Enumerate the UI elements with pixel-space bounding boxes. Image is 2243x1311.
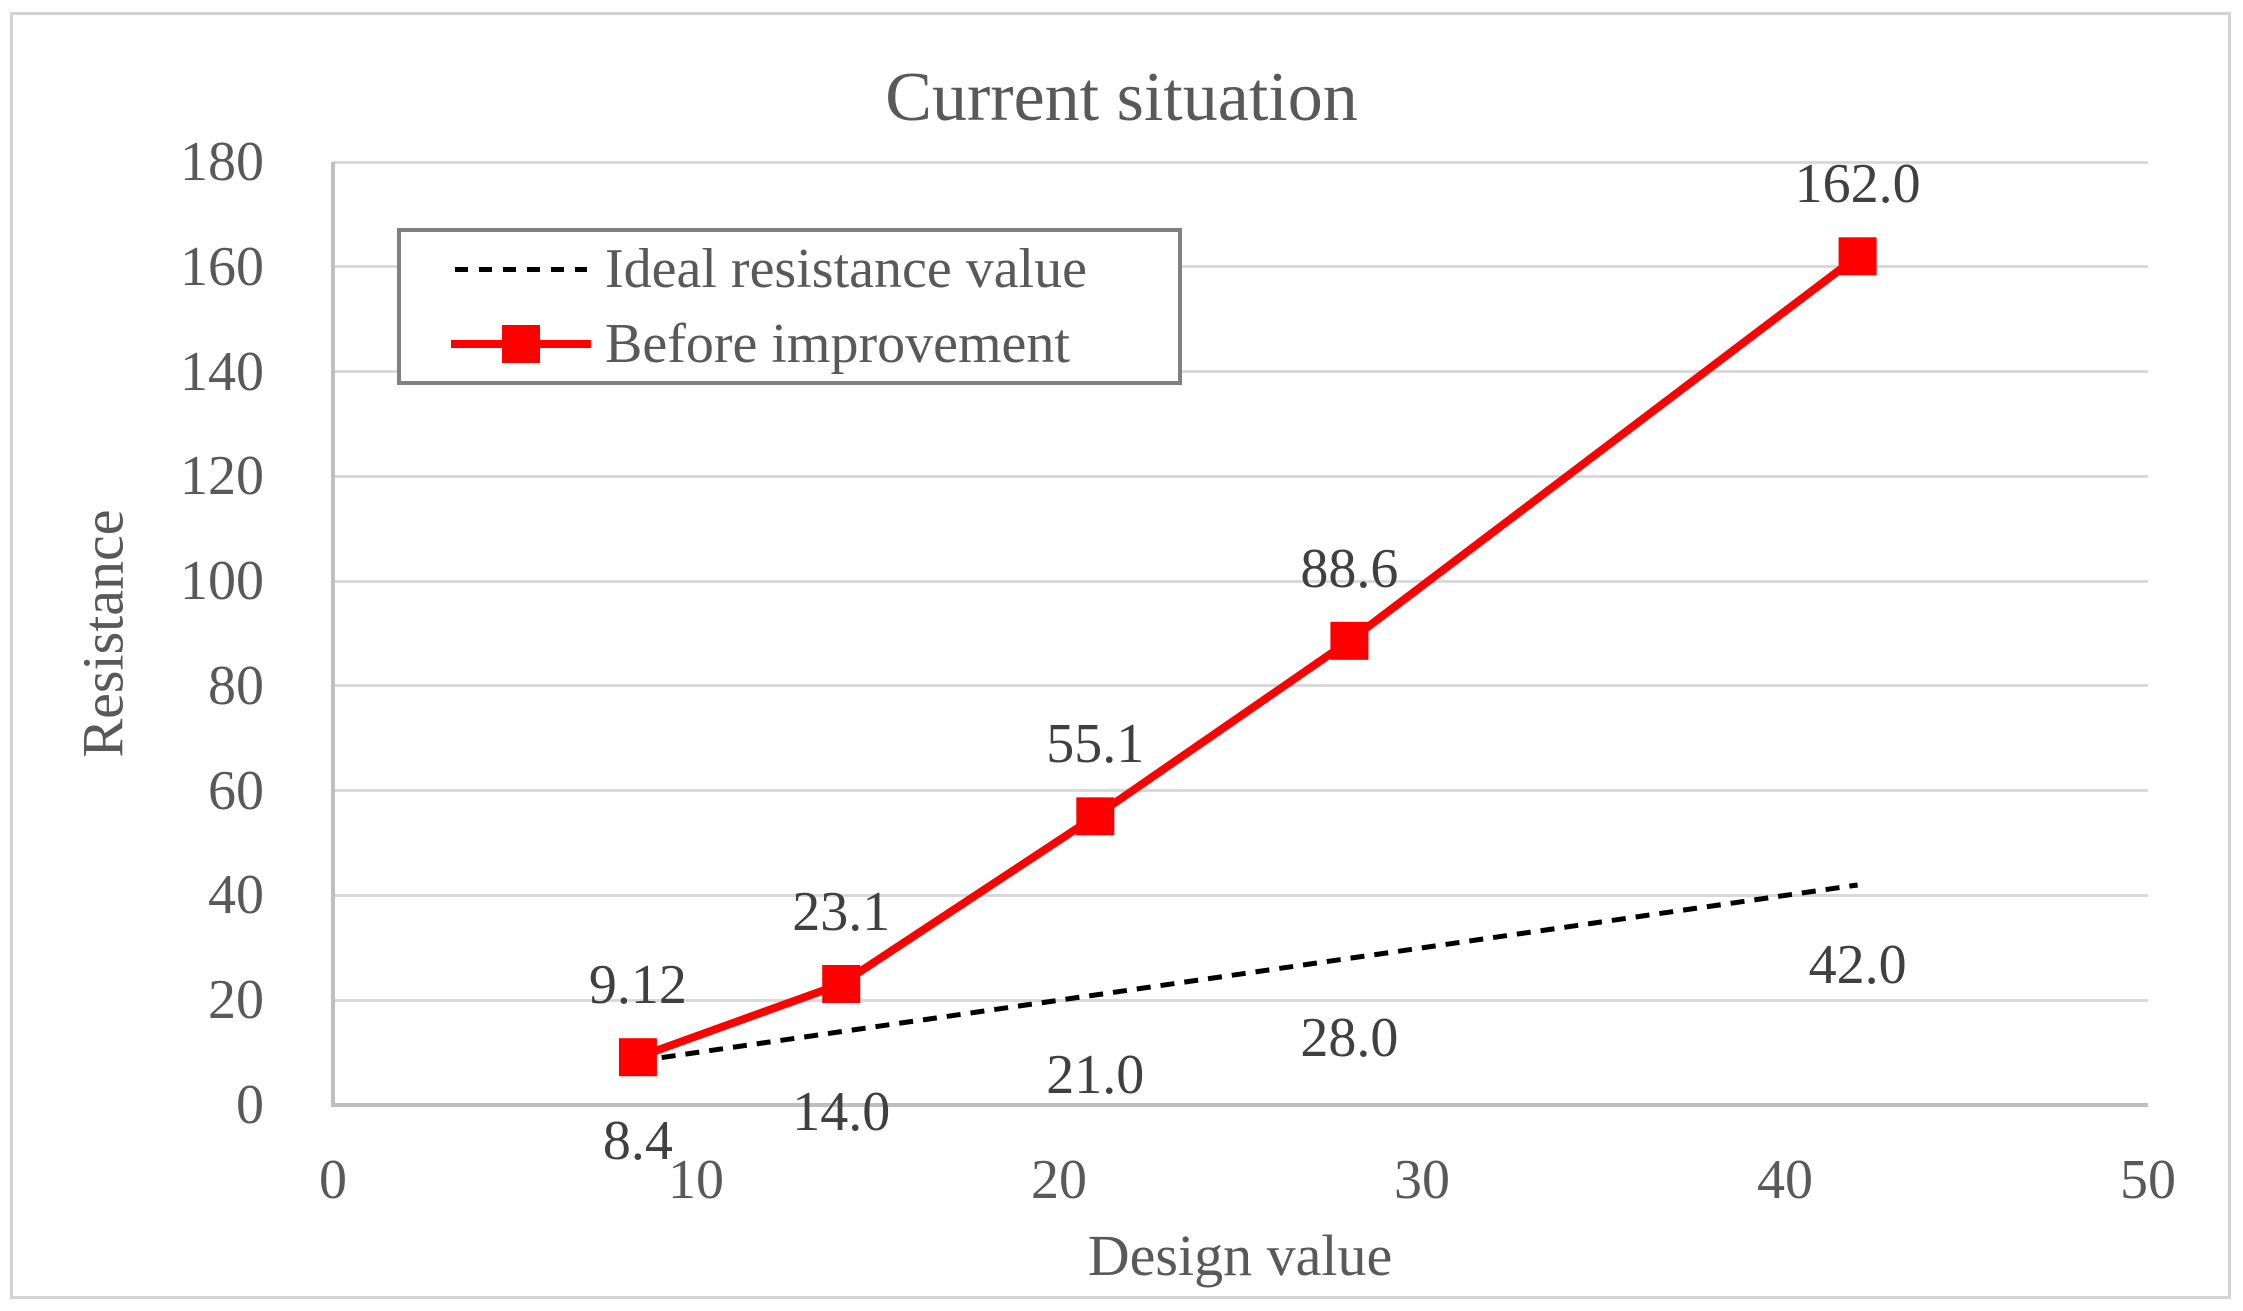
- gridline-y-20: [333, 998, 2148, 1002]
- x-tick-label-40: 40: [1757, 1149, 1813, 1211]
- red-line-marker-sample-icon: [451, 316, 591, 372]
- data-label: 28.0: [1300, 1007, 1399, 1070]
- y-tick-label-20: 20: [208, 969, 264, 1032]
- x-axis-line: [331, 1103, 2148, 1107]
- legend: Ideal resistance value Before improvemen…: [397, 228, 1182, 385]
- y-tick-label-120: 120: [180, 445, 264, 508]
- gridline-y-180: [333, 160, 2148, 164]
- chart-title: Current situation: [885, 59, 1358, 136]
- data-point-marker: [1838, 237, 1877, 276]
- y-tick-label-80: 80: [208, 654, 264, 717]
- y-tick-label-140: 140: [180, 340, 264, 403]
- x-tick-label-0: 0: [319, 1149, 347, 1211]
- x-axis-title: Design value: [1087, 1223, 1393, 1288]
- x-tick-label-20: 20: [1031, 1149, 1087, 1211]
- data-label: 55.1: [1046, 713, 1145, 776]
- legend-item-label: Ideal resistance value: [605, 238, 1087, 301]
- data-point-marker: [822, 964, 861, 1003]
- chart-outer-border: [10, 12, 2231, 1299]
- legend-item-before-improvement: Before improvement: [451, 307, 1178, 381]
- data-label: 21.0: [1046, 1043, 1145, 1106]
- data-label: 14.0: [792, 1080, 891, 1143]
- legend-item-label: Before improvement: [605, 312, 1070, 375]
- red-square-marker-icon: [502, 324, 540, 363]
- gridline-y-100: [333, 579, 2148, 583]
- data-label: 88.6: [1300, 537, 1399, 600]
- data-label: 42.0: [1808, 933, 1907, 996]
- data-label: 8.4: [602, 1109, 673, 1172]
- y-tick-label-40: 40: [208, 864, 264, 927]
- y-tick-label-180: 180: [180, 131, 264, 193]
- gridline-y-80: [333, 684, 2148, 688]
- data-point-marker: [1076, 797, 1115, 836]
- x-tick-label-10: 10: [668, 1149, 724, 1211]
- gridline-y-140: [333, 370, 2148, 374]
- y-tick-label-0: 0: [236, 1074, 264, 1136]
- plot-area: [331, 160, 2148, 1107]
- gridline-y-60: [333, 789, 2148, 793]
- x-tick-label-30: 30: [1394, 1149, 1450, 1211]
- y-tick-label-100: 100: [180, 550, 264, 613]
- dashed-line-sample-icon: [451, 241, 591, 297]
- x-tick-label-50: 50: [2120, 1149, 2176, 1211]
- y-axis-line: [331, 162, 335, 1107]
- y-tick-label-60: 60: [208, 759, 264, 822]
- legend-item-ideal-resistance: Ideal resistance value: [451, 232, 1178, 306]
- data-point-marker: [1330, 621, 1369, 660]
- series-line-0: [637, 882, 1858, 1064]
- data-label: 23.1: [792, 880, 891, 943]
- gridline-y-120: [333, 474, 2148, 478]
- data-point-marker: [618, 1038, 657, 1077]
- data-label: 162.0: [1794, 153, 1921, 216]
- y-tick-label-160: 160: [180, 235, 264, 298]
- dashed-line-icon: [455, 267, 587, 273]
- gridline-y-160: [333, 265, 2148, 269]
- gridline-y-40: [333, 893, 2148, 897]
- data-label: 9.12: [588, 954, 687, 1017]
